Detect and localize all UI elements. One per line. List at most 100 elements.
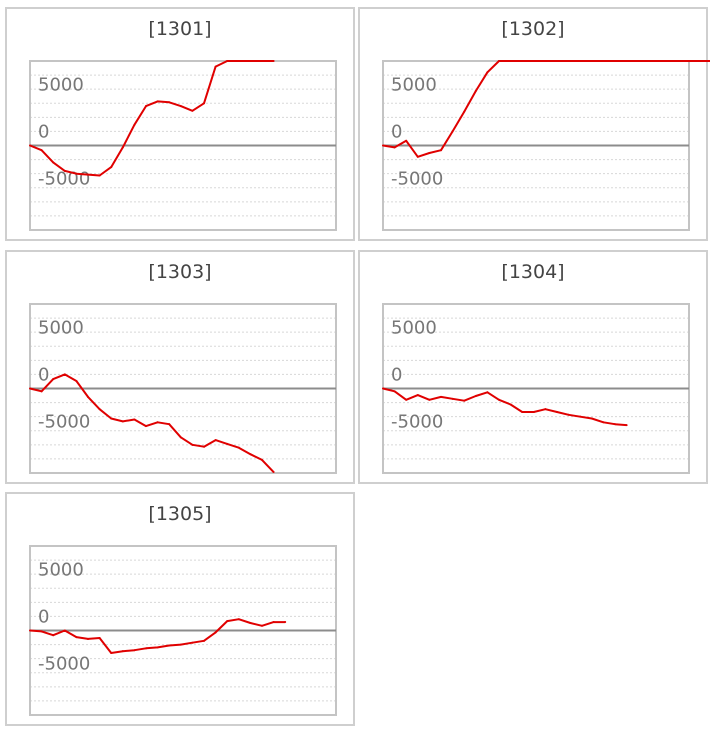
data-point — [393, 390, 396, 393]
chart-panel: [1302] 5000 0 -5000 — [358, 7, 710, 241]
data-point — [226, 442, 229, 445]
data-point — [75, 172, 78, 175]
chart-title: [1301] — [148, 18, 212, 40]
data-point — [706, 60, 709, 62]
data-point — [416, 394, 419, 397]
data-point — [226, 620, 229, 623]
data-point — [440, 395, 442, 398]
data-point — [98, 408, 101, 411]
data-point — [63, 373, 66, 376]
data-point — [191, 109, 194, 112]
data-point — [261, 458, 263, 461]
data-point — [284, 621, 287, 624]
data-point — [695, 60, 698, 62]
data-point — [87, 395, 89, 398]
series-line — [29, 373, 275, 473]
data-point — [110, 652, 113, 655]
chart-title: [1304] — [501, 261, 565, 283]
y-tick-label: 0 — [391, 365, 402, 386]
data-point — [29, 144, 31, 147]
data-point — [203, 445, 205, 448]
data-point — [87, 637, 89, 640]
data-point — [498, 398, 500, 401]
data-point — [87, 173, 89, 176]
data-point — [237, 446, 240, 449]
data-point — [451, 397, 454, 400]
series-line — [382, 387, 627, 427]
data-point — [214, 631, 217, 634]
data-point — [463, 399, 466, 402]
data-point — [226, 60, 229, 62]
chart-panel: [1305] 5000 0 -5000 — [5, 492, 355, 726]
data-point — [179, 643, 182, 646]
data-point — [428, 398, 431, 401]
chart-title: [1302] — [501, 18, 565, 40]
data-point — [145, 647, 147, 650]
data-point — [63, 629, 66, 632]
data-point — [63, 169, 66, 172]
data-point — [648, 60, 651, 62]
data-point — [40, 390, 43, 393]
data-point — [29, 387, 31, 390]
y-tick-label: 5000 — [38, 318, 84, 339]
data-point — [168, 101, 171, 104]
data-point — [405, 139, 408, 142]
data-point — [509, 403, 512, 406]
data-point — [98, 174, 101, 177]
data-point — [579, 415, 582, 418]
data-point — [451, 130, 454, 133]
data-point — [98, 637, 101, 640]
y-tick-label: 0 — [38, 122, 49, 143]
data-point — [474, 395, 477, 398]
data-point — [602, 421, 605, 424]
data-point — [590, 417, 593, 420]
data-point — [567, 60, 570, 62]
data-point — [145, 425, 147, 428]
chart-title: [1305] — [148, 503, 212, 525]
data-point — [602, 60, 605, 62]
y-tick-label: -5000 — [391, 168, 443, 189]
chart-panel: [1304] 5000 0 -5000 — [358, 250, 708, 484]
data-point — [261, 60, 263, 62]
data-point — [191, 641, 194, 644]
data-point — [463, 110, 466, 113]
data-point — [214, 439, 217, 442]
y-tick-label: 5000 — [391, 75, 437, 96]
data-point — [121, 146, 124, 149]
data-point — [272, 60, 275, 62]
data-point — [261, 624, 263, 627]
data-point — [521, 60, 524, 62]
data-point — [556, 60, 558, 62]
data-point — [474, 90, 477, 93]
data-point — [237, 60, 240, 62]
y-tick-label: 5000 — [38, 560, 84, 581]
data-point — [625, 424, 628, 427]
data-point — [168, 423, 171, 426]
data-point — [52, 634, 55, 637]
data-point — [249, 621, 252, 624]
data-point — [40, 149, 43, 152]
data-point — [486, 391, 489, 394]
data-point — [156, 421, 159, 424]
data-point — [556, 410, 558, 413]
data-point — [509, 60, 512, 62]
data-point — [683, 60, 686, 62]
data-point — [532, 410, 535, 413]
data-point — [75, 636, 78, 639]
data-point — [532, 60, 535, 62]
data-point — [121, 650, 124, 653]
data-point — [237, 618, 240, 621]
data-point — [382, 387, 384, 390]
data-point — [428, 152, 431, 155]
data-point — [214, 65, 217, 68]
data-point — [405, 398, 408, 401]
data-point — [110, 417, 113, 420]
data-point — [672, 60, 674, 62]
data-point — [133, 649, 136, 652]
data-point — [110, 166, 113, 169]
data-point — [567, 413, 570, 416]
data-point — [486, 71, 489, 74]
